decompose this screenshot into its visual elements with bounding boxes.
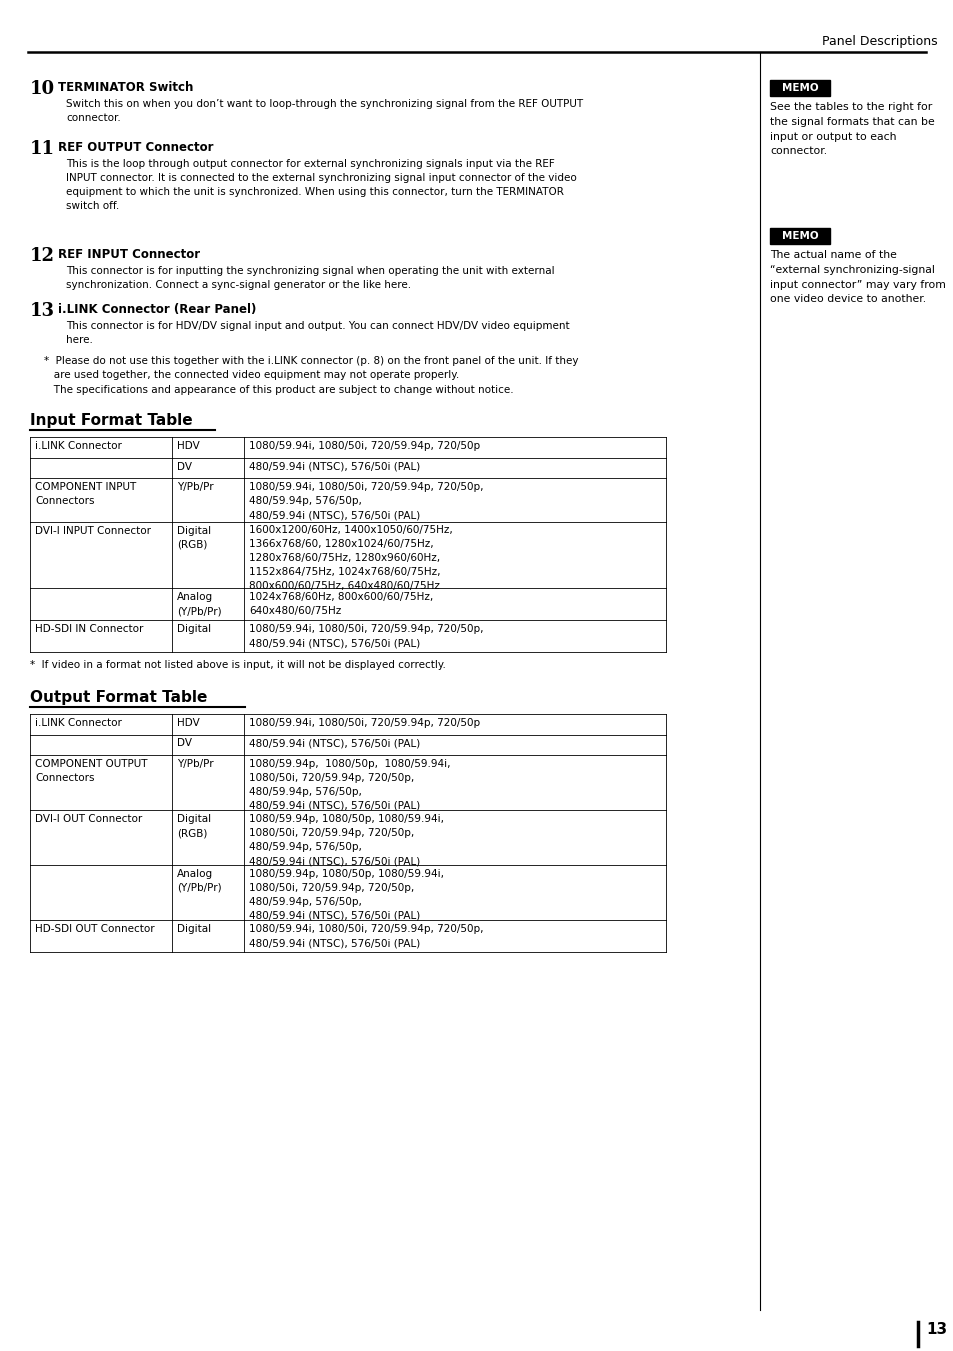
- Text: 10: 10: [30, 80, 55, 99]
- Text: 1080/59.94i, 1080/50i, 720/59.94p, 720/50p,
480/59.94p, 576/50p,
480/59.94i (NTS: 1080/59.94i, 1080/50i, 720/59.94p, 720/5…: [249, 482, 483, 520]
- Text: Analog
(Y/Pb/Pr): Analog (Y/Pb/Pr): [177, 869, 221, 893]
- Text: TERMINATOR Switch: TERMINATOR Switch: [58, 81, 193, 95]
- Text: HD-SDI OUT Connector: HD-SDI OUT Connector: [35, 924, 154, 934]
- Text: Digital
(RGB): Digital (RGB): [177, 815, 211, 838]
- Text: HDV: HDV: [177, 717, 199, 728]
- Text: This is the loop through output connector for external synchronizing signals inp: This is the loop through output connecto…: [66, 159, 577, 211]
- Text: Switch this on when you don’t want to loop-through the synchronizing signal from: Switch this on when you don’t want to lo…: [66, 99, 582, 123]
- Text: MEMO: MEMO: [781, 231, 818, 240]
- Text: Digital: Digital: [177, 924, 211, 934]
- Text: Digital
(RGB): Digital (RGB): [177, 526, 211, 550]
- Text: See the tables to the right for
the signal formats that can be
input or output t: See the tables to the right for the sign…: [769, 101, 934, 157]
- Text: 480/59.94i (NTSC), 576/50i (PAL): 480/59.94i (NTSC), 576/50i (PAL): [249, 462, 420, 471]
- Text: Digital: Digital: [177, 624, 211, 634]
- Text: i.LINK Connector: i.LINK Connector: [35, 717, 122, 728]
- Text: 1080/59.94i, 1080/50i, 720/59.94p, 720/50p,
480/59.94i (NTSC), 576/50i (PAL): 1080/59.94i, 1080/50i, 720/59.94p, 720/5…: [249, 624, 483, 648]
- Bar: [769, 228, 829, 245]
- Text: HD-SDI IN Connector: HD-SDI IN Connector: [35, 624, 143, 634]
- Text: This connector is for inputting the synchronizing signal when operating the unit: This connector is for inputting the sync…: [66, 266, 554, 290]
- Text: MEMO: MEMO: [781, 82, 818, 93]
- Text: DVI-I INPUT Connector: DVI-I INPUT Connector: [35, 526, 151, 535]
- Text: Panel Descriptions: Panel Descriptions: [821, 35, 937, 49]
- Text: COMPONENT INPUT
Connectors: COMPONENT INPUT Connectors: [35, 482, 136, 507]
- Text: *  Please do not use this together with the i.LINK connector (p. 8) on the front: * Please do not use this together with t…: [44, 357, 578, 380]
- Text: 13: 13: [925, 1323, 946, 1337]
- Text: Analog
(Y/Pb/Pr): Analog (Y/Pb/Pr): [177, 592, 221, 616]
- Text: 13: 13: [30, 303, 55, 320]
- Text: i.LINK Connector: i.LINK Connector: [35, 440, 122, 451]
- Text: Y/Pb/Pr: Y/Pb/Pr: [177, 482, 213, 492]
- Text: 1024x768/60Hz, 800x600/60/75Hz,
640x480/60/75Hz: 1024x768/60Hz, 800x600/60/75Hz, 640x480/…: [249, 592, 433, 616]
- Text: Y/Pb/Pr: Y/Pb/Pr: [177, 759, 213, 769]
- Text: 1080/59.94i, 1080/50i, 720/59.94p, 720/50p: 1080/59.94i, 1080/50i, 720/59.94p, 720/5…: [249, 440, 479, 451]
- Text: i.LINK Connector (Rear Panel): i.LINK Connector (Rear Panel): [58, 303, 256, 316]
- Text: DV: DV: [177, 462, 192, 471]
- Text: 480/59.94i (NTSC), 576/50i (PAL): 480/59.94i (NTSC), 576/50i (PAL): [249, 739, 420, 748]
- Text: DV: DV: [177, 739, 192, 748]
- Text: The specifications and appearance of this product are subject to change without : The specifications and appearance of thi…: [44, 385, 513, 394]
- Text: 1080/59.94p, 1080/50p, 1080/59.94i,
1080/50i, 720/59.94p, 720/50p,
480/59.94p, 5: 1080/59.94p, 1080/50p, 1080/59.94i, 1080…: [249, 815, 443, 866]
- Bar: [769, 80, 829, 96]
- Text: 1080/59.94p, 1080/50p, 1080/59.94i,
1080/50i, 720/59.94p, 720/50p,
480/59.94p, 5: 1080/59.94p, 1080/50p, 1080/59.94i, 1080…: [249, 869, 443, 921]
- Text: 1080/59.94i, 1080/50i, 720/59.94p, 720/50p,
480/59.94i (NTSC), 576/50i (PAL): 1080/59.94i, 1080/50i, 720/59.94p, 720/5…: [249, 924, 483, 948]
- Text: Output Format Table: Output Format Table: [30, 690, 207, 705]
- Text: The actual name of the
“external synchronizing-signal
input connector” may vary : The actual name of the “external synchro…: [769, 250, 944, 304]
- Text: This connector is for HDV/DV signal input and output. You can connect HDV/DV vid: This connector is for HDV/DV signal inpu…: [66, 322, 569, 345]
- Text: 1600x1200/60Hz, 1400x1050/60/75Hz,
1366x768/60, 1280x1024/60/75Hz,
1280x768/60/7: 1600x1200/60Hz, 1400x1050/60/75Hz, 1366x…: [249, 526, 453, 592]
- Text: 1080/59.94p,  1080/50p,  1080/59.94i,
1080/50i, 720/59.94p, 720/50p,
480/59.94p,: 1080/59.94p, 1080/50p, 1080/59.94i, 1080…: [249, 759, 450, 811]
- Text: 12: 12: [30, 247, 55, 265]
- Text: HDV: HDV: [177, 440, 199, 451]
- Text: REF INPUT Connector: REF INPUT Connector: [58, 249, 200, 261]
- Text: REF OUTPUT Connector: REF OUTPUT Connector: [58, 141, 213, 154]
- Text: COMPONENT OUTPUT
Connectors: COMPONENT OUTPUT Connectors: [35, 759, 148, 784]
- Text: 1080/59.94i, 1080/50i, 720/59.94p, 720/50p: 1080/59.94i, 1080/50i, 720/59.94p, 720/5…: [249, 717, 479, 728]
- Text: *  If video in a format not listed above is input, it will not be displayed corr: * If video in a format not listed above …: [30, 661, 445, 670]
- Text: 11: 11: [30, 141, 55, 158]
- Text: DVI-I OUT Connector: DVI-I OUT Connector: [35, 815, 142, 824]
- Text: Input Format Table: Input Format Table: [30, 413, 193, 428]
